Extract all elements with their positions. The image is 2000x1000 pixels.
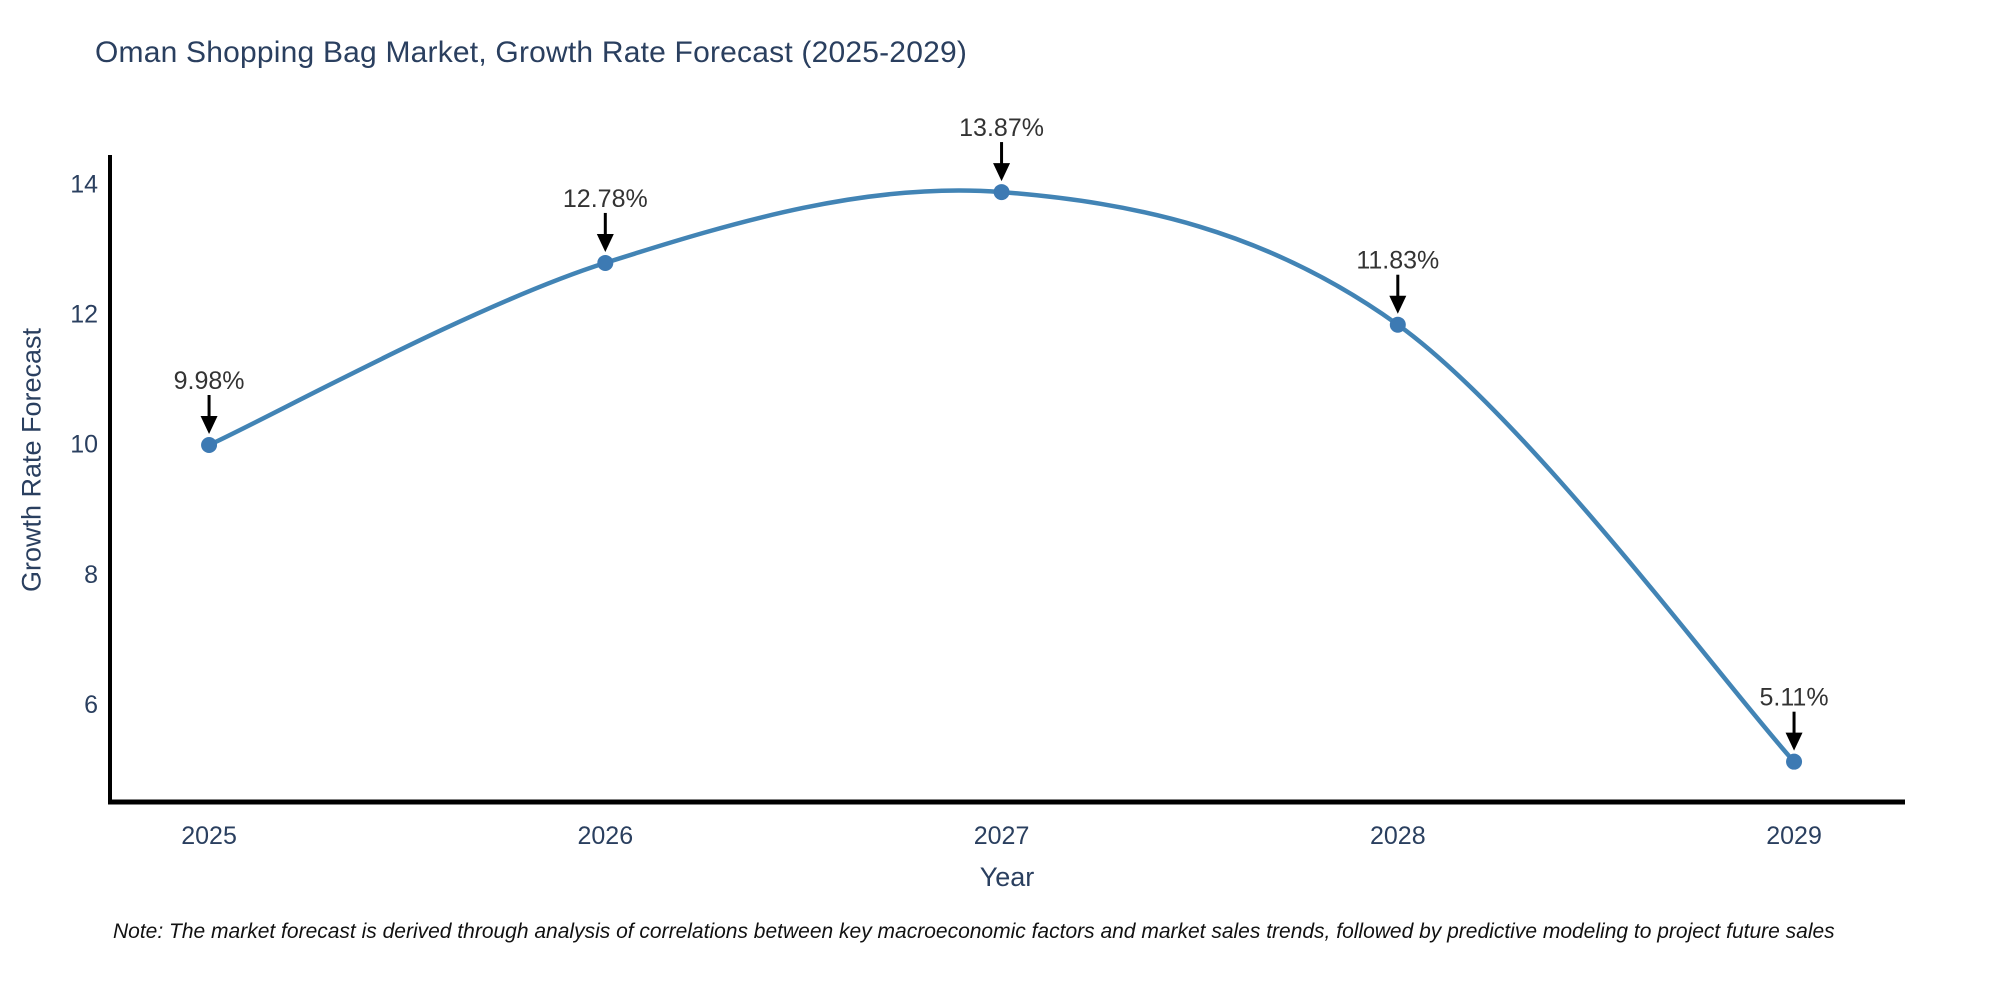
- data-point-label: 9.98%: [174, 367, 245, 395]
- x-axis-title: Year: [979, 862, 1035, 892]
- data-point-label: 11.83%: [1356, 247, 1439, 275]
- data-point-marker: [597, 254, 614, 271]
- y-tick-label: 12: [70, 301, 98, 329]
- annotation-arrowhead: [1389, 295, 1407, 314]
- annotation-arrowhead: [1785, 732, 1803, 751]
- annotation-arrowhead: [993, 163, 1011, 182]
- data-point-marker: [1389, 316, 1406, 333]
- x-tick-label: 2025: [181, 822, 237, 850]
- y-tick-label: 10: [70, 431, 98, 459]
- data-point-label: 12.78%: [563, 185, 648, 213]
- x-tick-label: 2028: [1370, 822, 1426, 850]
- annotation-arrowhead: [596, 233, 614, 252]
- trend-line: [206, 188, 1797, 764]
- y-tick-label: 6: [84, 691, 98, 719]
- x-tick-label: 2026: [577, 822, 633, 850]
- chart-title: Oman Shopping Bag Market, Growth Rate Fo…: [95, 36, 968, 69]
- y-tick-label: 8: [84, 561, 98, 589]
- data-point-marker: [201, 437, 218, 454]
- data-point-label: 13.87%: [959, 114, 1044, 142]
- footnote: Note: The market forecast is derived thr…: [113, 920, 1835, 943]
- x-tick-label: 2027: [974, 822, 1030, 850]
- y-tick-label: 14: [70, 171, 98, 199]
- data-point-marker: [993, 184, 1010, 201]
- data-point-label: 5.11%: [1760, 684, 1829, 712]
- x-tick-label: 2029: [1766, 822, 1822, 850]
- data-point-marker: [1786, 753, 1803, 770]
- annotation-arrowhead: [200, 416, 218, 435]
